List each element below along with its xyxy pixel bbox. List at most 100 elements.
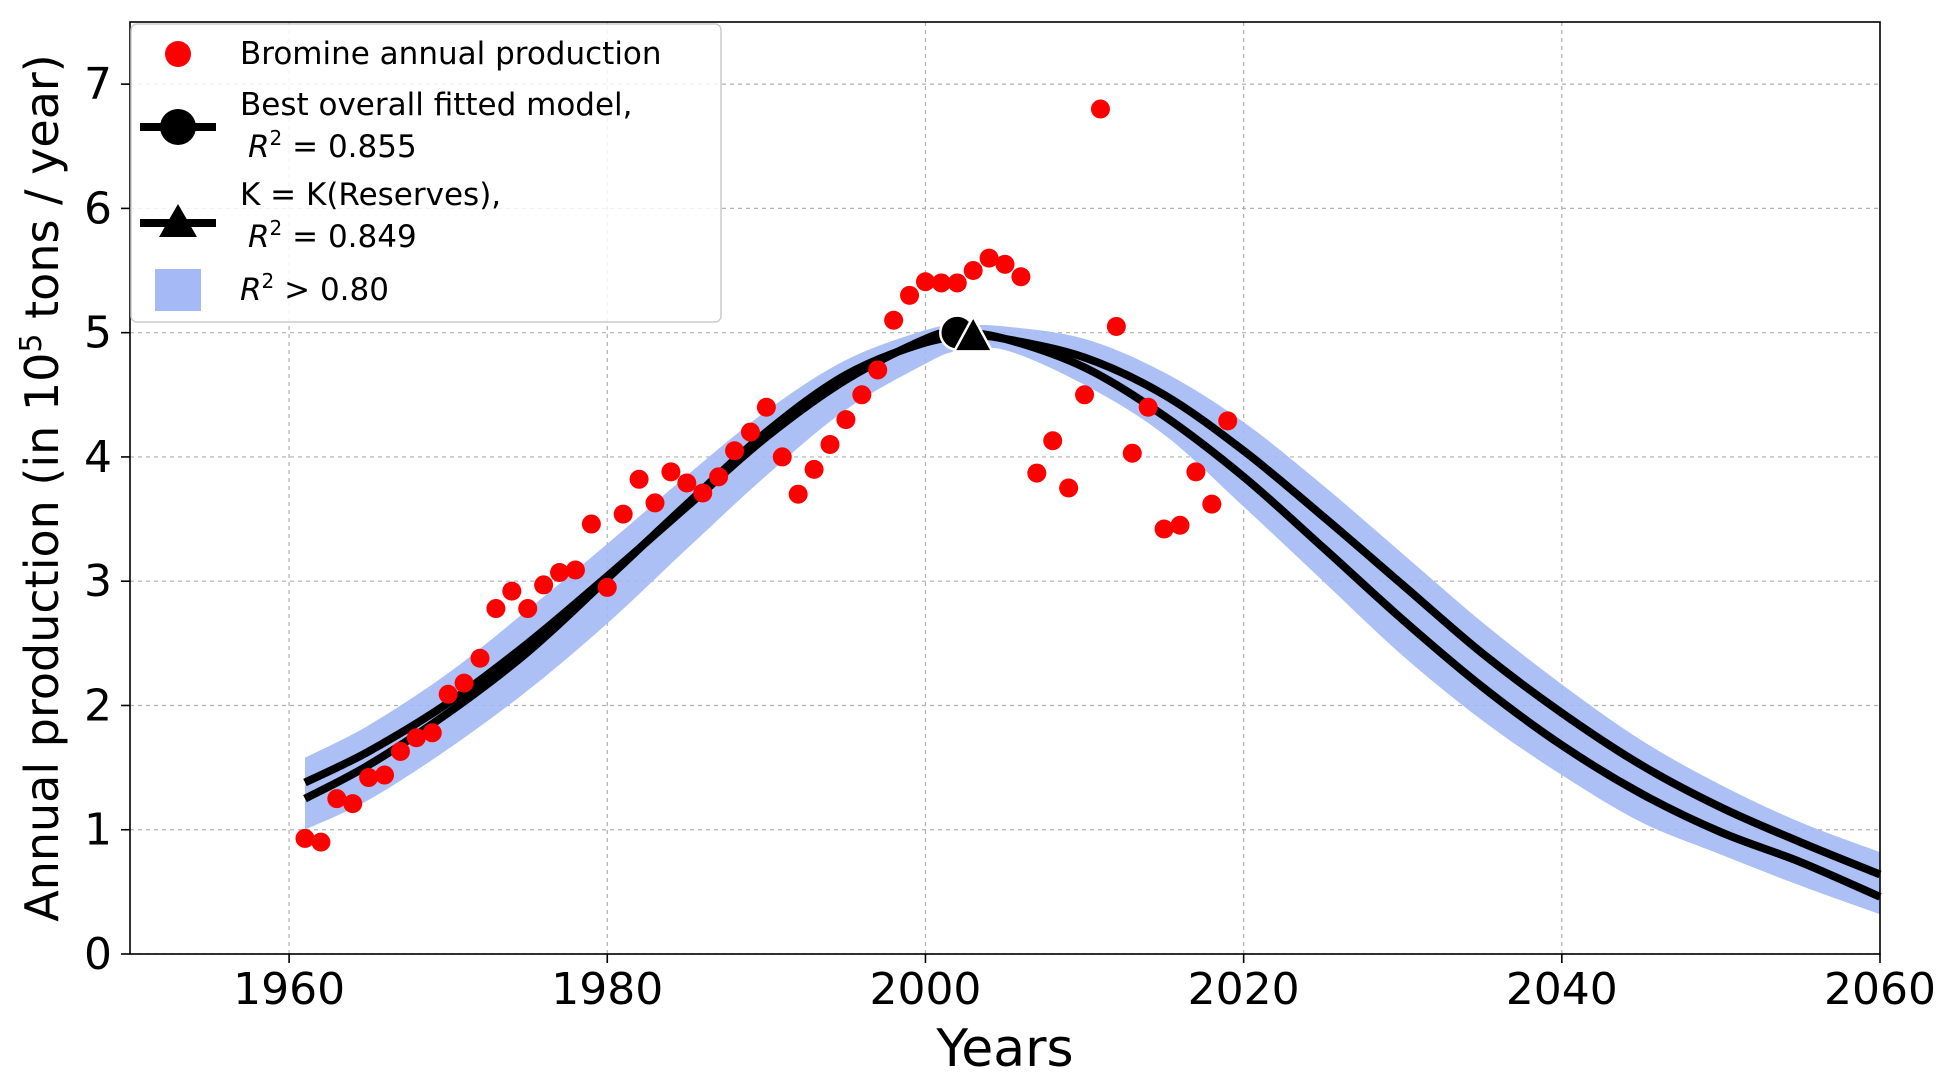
data-point <box>359 768 379 788</box>
x-axis-title: Years <box>935 1019 1073 1079</box>
data-point <box>422 723 442 743</box>
data-point <box>868 360 888 380</box>
x-tick-label: 2060 <box>1824 964 1936 1015</box>
data-point <box>1027 463 1047 483</box>
legend-best-model-marker <box>160 109 196 145</box>
data-point <box>788 484 808 504</box>
data-point <box>756 397 776 417</box>
legend-band-r2-value: > 0.80 <box>274 272 389 308</box>
data-point <box>709 467 729 487</box>
y-tick-label: 3 <box>84 556 112 607</box>
legend-band-swatch <box>155 269 201 311</box>
y-tick-label: 6 <box>84 183 112 234</box>
y-axis-title: Annual production (in 105 tons / year) <box>14 54 70 922</box>
y-tick-label: 1 <box>84 805 112 856</box>
y-axis-title-exponent: 5 <box>14 333 49 352</box>
legend-frame <box>130 23 722 323</box>
data-point <box>836 410 856 430</box>
data-point <box>1218 411 1238 431</box>
legend-best-model-r2: R2 = 0.855 <box>248 126 417 165</box>
data-point <box>1138 397 1158 417</box>
legend-band-r2-exponent: 2 <box>262 269 275 293</box>
data-point <box>629 469 649 489</box>
y-axis-title-tail: tons / year) <box>15 54 69 333</box>
data-point <box>725 441 745 461</box>
data-point <box>502 581 522 601</box>
data-point <box>740 422 760 442</box>
legend-points-label: Bromine annual production <box>240 36 662 72</box>
data-point <box>1202 494 1222 514</box>
y-tick-label: 4 <box>84 432 112 483</box>
data-point <box>852 385 872 405</box>
data-point <box>486 599 506 619</box>
data-point <box>311 832 331 852</box>
r2-band <box>305 324 1880 915</box>
data-point <box>1170 515 1190 535</box>
legend-reserves-model-r2: R2 = 0.849 <box>248 216 417 255</box>
axis-ticks: 1960 1980 2000 2020 2040 2060 0 1 2 3 4 5 6 7 <box>84 59 1936 1015</box>
reserves-model-peak-marker <box>952 313 995 353</box>
data-point <box>534 575 554 595</box>
legend-reserves-model-r2-value: = 0.849 <box>282 219 416 255</box>
data-point <box>597 577 617 597</box>
y-tick-label: 7 <box>84 59 112 110</box>
data-points-layer <box>295 99 1238 852</box>
data-point <box>390 741 410 761</box>
data-point <box>884 310 904 330</box>
data-point <box>454 673 474 693</box>
data-point <box>772 447 792 467</box>
legend-reserves-model-r2-exponent: 2 <box>270 216 283 240</box>
legend-reserves-model-marker <box>159 204 197 237</box>
data-point <box>565 560 585 580</box>
data-point <box>1075 385 1095 405</box>
data-point <box>995 254 1015 274</box>
data-point <box>1043 431 1063 451</box>
legend-band-label: R2 > 0.80 <box>240 269 389 308</box>
y-tick-label: 5 <box>84 308 112 359</box>
data-point <box>900 285 920 305</box>
x-tick-label: 2040 <box>1506 964 1618 1015</box>
data-point <box>295 828 315 848</box>
data-point <box>1154 519 1174 539</box>
data-point <box>550 563 570 583</box>
legend-reserves-model-label: K = K(Reserves), <box>240 177 501 213</box>
data-point <box>963 261 983 281</box>
data-point <box>931 273 951 293</box>
data-point <box>979 248 999 268</box>
x-tick-label: 1960 <box>233 964 345 1015</box>
data-point <box>677 473 697 493</box>
legend: Bromine annual production Best overall f… <box>130 23 722 323</box>
legend-band-r2-symbol: R <box>240 272 262 308</box>
data-point <box>915 272 935 292</box>
legend-best-model-r2-exponent: 2 <box>270 126 283 150</box>
y-axis-title-main: Annual production (in 10 <box>15 353 69 922</box>
data-point <box>375 765 395 785</box>
data-point <box>613 504 633 524</box>
model-curves-layer <box>303 328 1882 901</box>
reserves-model-curve <box>303 331 1882 879</box>
data-point <box>661 462 681 482</box>
peak-markers-layer <box>939 313 995 353</box>
data-point <box>645 493 665 513</box>
data-point <box>820 435 840 455</box>
data-point <box>470 648 490 668</box>
data-point <box>581 514 601 534</box>
y-tick-label: 0 <box>84 929 112 980</box>
x-tick-label: 2020 <box>1188 964 1300 1015</box>
data-point <box>438 684 458 704</box>
y-tick-label: 2 <box>84 680 112 731</box>
data-point <box>947 273 967 293</box>
data-point <box>518 599 538 619</box>
data-point <box>343 794 363 814</box>
data-point <box>1122 443 1142 463</box>
data-point <box>1186 462 1206 482</box>
data-point <box>1059 478 1079 498</box>
data-point <box>406 728 426 748</box>
legend-points-marker <box>165 41 191 67</box>
x-tick-label: 1980 <box>551 964 663 1015</box>
data-point <box>1090 99 1110 119</box>
legend-best-model-label: Best overall fitted model, <box>240 87 633 123</box>
best-model-curve <box>303 328 1882 901</box>
x-tick-label: 2000 <box>869 964 981 1015</box>
